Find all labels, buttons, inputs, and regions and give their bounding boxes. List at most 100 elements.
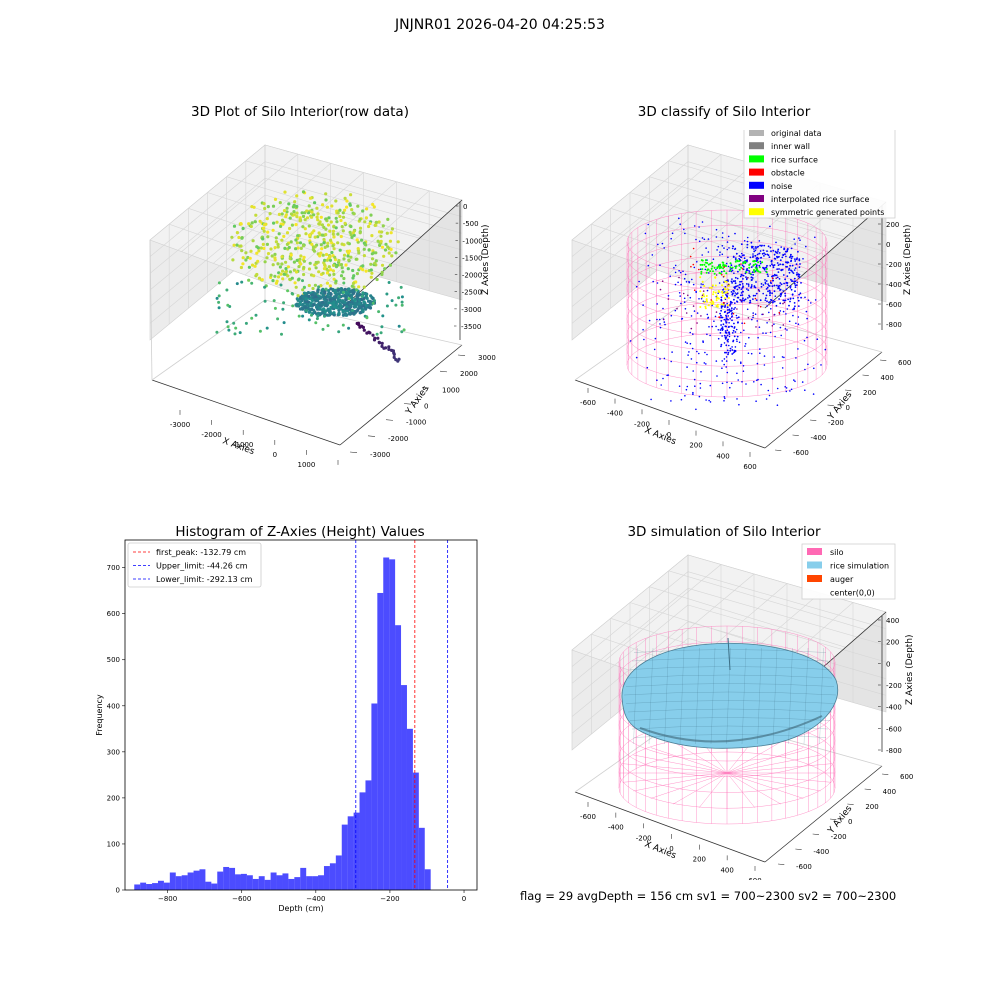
noise-point: [762, 292, 764, 295]
data-point: [290, 292, 294, 295]
tick-label: -600: [886, 301, 902, 309]
tick-label: 600: [898, 359, 911, 367]
data-point: [291, 304, 295, 308]
noise-point: [727, 353, 729, 356]
noise-point: [667, 295, 670, 297]
rice-surface: [621, 642, 838, 749]
noise-point: [790, 253, 792, 256]
noise-point: [746, 268, 748, 270]
data-point: [253, 220, 257, 224]
interpolated-point: [755, 326, 757, 328]
noise-point: [776, 262, 779, 264]
data-point: [304, 299, 308, 303]
data-point: [331, 229, 336, 233]
noise-point: [780, 292, 783, 295]
data-point: [362, 247, 366, 251]
noise-point: [800, 282, 802, 284]
data-point: [247, 222, 251, 226]
noise-point: [698, 352, 700, 355]
symmetric-point: [709, 301, 712, 304]
noise-point: [734, 331, 737, 333]
noise-point: [761, 244, 763, 247]
data-point: [295, 297, 299, 301]
data-point: [326, 308, 330, 312]
data-point: [289, 212, 294, 216]
noise-point: [741, 290, 744, 293]
data-point: [240, 236, 244, 240]
data-point: [303, 218, 307, 222]
tick-label: 0: [667, 431, 671, 439]
noise-point: [732, 289, 735, 292]
noise-point: [793, 308, 796, 310]
symmetric-point: [710, 303, 713, 305]
symmetric-point: [704, 305, 707, 308]
noise-point: [773, 273, 776, 276]
legend-frame: [801, 543, 896, 600]
noise-point: [807, 299, 810, 301]
x-tick-label: −400: [306, 895, 325, 903]
noise-point: [789, 255, 792, 257]
data-point: [298, 302, 302, 306]
data-point: [302, 272, 306, 277]
noise-point: [725, 366, 727, 368]
silo-floor-spoke: [726, 772, 821, 792]
obstacle-point: [690, 265, 692, 268]
noise-point: [728, 247, 730, 249]
data-point: [307, 204, 311, 208]
noise-point: [807, 363, 809, 366]
noise-point: [736, 335, 739, 338]
data-point: [335, 292, 339, 296]
tick-label: -200: [831, 833, 847, 841]
noise-point: [772, 264, 774, 267]
data-point: [304, 309, 308, 313]
tick-label: 1000: [442, 386, 460, 394]
tick-mark: [827, 404, 834, 406]
noise-point: [772, 249, 775, 252]
data-point: [321, 287, 325, 291]
tick-label: -200: [828, 419, 844, 427]
data-point: [215, 330, 219, 334]
noise-point: [692, 333, 694, 335]
noise-point: [739, 294, 742, 297]
noise-point: [769, 294, 771, 297]
tick-label: 0: [886, 660, 890, 668]
data-point: [270, 254, 274, 258]
data-point: [389, 231, 393, 235]
data-point: [340, 287, 344, 292]
data-point: [284, 260, 288, 264]
noise-point: [690, 315, 693, 317]
data-point: [342, 257, 346, 261]
data-point: [325, 304, 329, 308]
rice-mesh-line: [695, 647, 700, 745]
data-point: [349, 233, 353, 237]
data-point: [347, 287, 351, 291]
interpolated-point: [782, 302, 784, 305]
data-point: [318, 296, 322, 300]
noise-point: [773, 253, 776, 256]
noise-point: [790, 388, 793, 391]
data-point: [349, 224, 353, 229]
noise-point: [699, 382, 702, 385]
noise-point: [755, 247, 757, 250]
noise-point: [737, 270, 739, 273]
data-point: [362, 254, 366, 258]
noise-point: [662, 307, 664, 310]
histogram-bar: [412, 772, 419, 890]
data-point: [258, 219, 262, 223]
noise-point: [758, 252, 761, 255]
data-point: [266, 205, 270, 209]
x-axis-line: [151, 379, 341, 446]
data-point: [248, 256, 252, 260]
noise-point: [656, 282, 659, 284]
noise-point: [725, 344, 728, 347]
data-point: [269, 273, 273, 277]
noise-point: [751, 318, 753, 321]
noise-point: [780, 269, 783, 272]
noise-point: [723, 358, 726, 360]
histogram-bar: [371, 703, 378, 890]
noise-point: [733, 351, 736, 353]
noise-point: [701, 237, 704, 239]
noise-point: [638, 280, 640, 283]
tick-label: -1000: [233, 441, 253, 449]
noise-point: [738, 403, 740, 406]
